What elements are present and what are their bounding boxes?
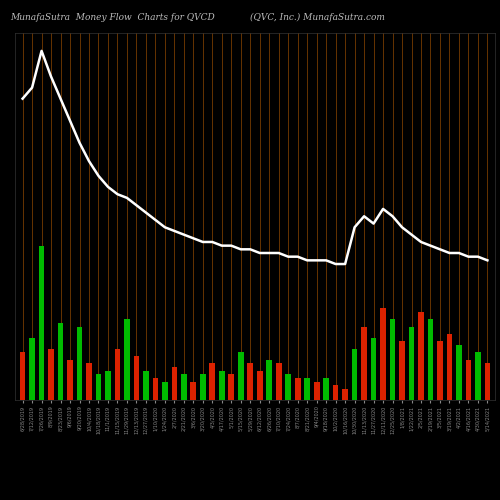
Bar — [370, 338, 376, 400]
Bar — [143, 370, 149, 400]
Bar — [446, 334, 452, 400]
Bar — [86, 363, 92, 400]
Bar — [428, 319, 434, 400]
Bar — [20, 352, 26, 400]
Bar — [295, 378, 300, 400]
Bar — [257, 370, 262, 400]
Bar — [134, 356, 140, 400]
Bar — [266, 360, 272, 400]
Bar — [342, 389, 348, 400]
Bar — [484, 363, 490, 400]
Bar — [276, 363, 281, 400]
Bar — [466, 360, 471, 400]
Bar — [314, 382, 320, 400]
Bar — [124, 319, 130, 400]
Bar — [48, 348, 54, 400]
Bar — [324, 378, 329, 400]
Bar — [352, 348, 358, 400]
Text: (QVC, Inc.) MunafaSutra.com: (QVC, Inc.) MunafaSutra.com — [250, 12, 385, 22]
Bar — [38, 246, 44, 400]
Bar — [96, 374, 102, 400]
Bar — [219, 370, 224, 400]
Bar — [456, 345, 462, 400]
Bar — [58, 323, 64, 400]
Bar — [152, 378, 158, 400]
Bar — [380, 308, 386, 400]
Bar — [190, 382, 196, 400]
Bar — [210, 363, 215, 400]
Bar — [67, 360, 73, 400]
Bar — [181, 374, 186, 400]
Bar — [248, 363, 253, 400]
Bar — [76, 326, 82, 400]
Bar — [390, 319, 396, 400]
Bar — [408, 326, 414, 400]
Bar — [437, 341, 443, 400]
Bar — [228, 374, 234, 400]
Bar — [172, 367, 177, 400]
Bar — [200, 374, 205, 400]
Bar — [304, 378, 310, 400]
Bar — [475, 352, 481, 400]
Bar — [418, 312, 424, 400]
Text: MunafaSutra  Money Flow  Charts for QVCD: MunafaSutra Money Flow Charts for QVCD — [10, 12, 215, 22]
Bar — [162, 382, 168, 400]
Bar — [361, 326, 367, 400]
Bar — [238, 352, 244, 400]
Bar — [114, 348, 120, 400]
Bar — [399, 341, 405, 400]
Bar — [105, 370, 111, 400]
Bar — [333, 386, 338, 400]
Bar — [29, 338, 35, 400]
Bar — [286, 374, 291, 400]
